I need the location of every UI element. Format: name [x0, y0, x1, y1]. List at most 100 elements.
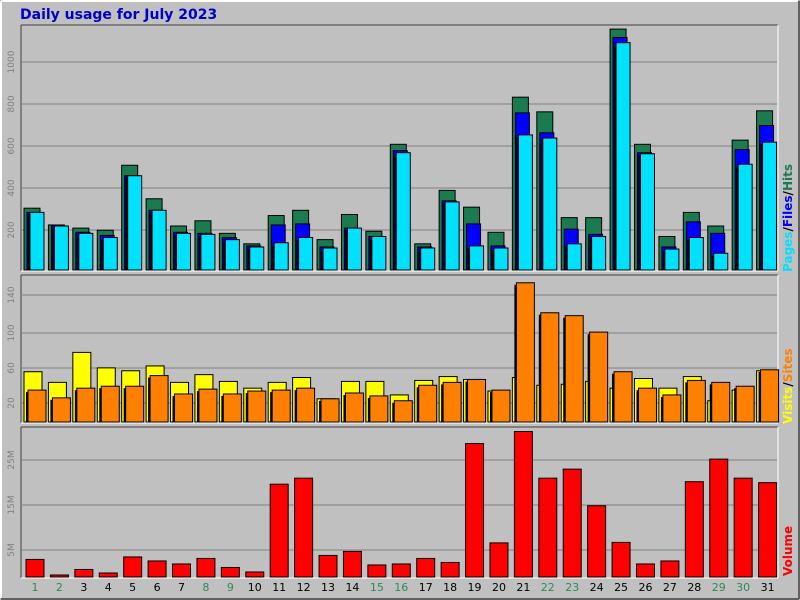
volume-bar [513, 431, 533, 578]
pages-bar-shadow [443, 203, 446, 270]
pages-bar-shadow [662, 251, 665, 270]
pages-bar [591, 235, 607, 271]
sites-bar-shadow [343, 395, 346, 422]
sites-bar [149, 375, 169, 423]
x-tick-label: 14 [345, 581, 359, 594]
sites-bar-shadow [270, 392, 273, 422]
sites-bar-shadow [636, 390, 639, 422]
pages-bar-shadow [467, 247, 470, 270]
sites-bar [467, 378, 487, 423]
sites-bar [540, 312, 560, 423]
pages-bar [713, 252, 729, 271]
volume-bar [489, 542, 509, 578]
hits-panel-tick-label: 400 [7, 179, 17, 196]
sites-bar-shadow [709, 384, 712, 422]
volume-bar [733, 477, 753, 578]
hits-panel-ylabel: Pages/Files/Hits [781, 164, 795, 272]
x-tick-label: 1 [32, 581, 39, 594]
sites-bar [491, 389, 511, 423]
x-tick-label: 22 [541, 581, 555, 594]
pages-bar [566, 243, 582, 271]
x-tick-label: 16 [394, 581, 408, 594]
pages-bar-shadow [345, 230, 348, 270]
volume-bar [391, 563, 411, 578]
sites-bar-shadow [367, 397, 370, 422]
sites-bar [320, 398, 340, 423]
sites-bar [27, 389, 47, 423]
sites-bar-shadow [587, 334, 590, 422]
sites-bar [418, 384, 438, 423]
x-tick-label: 25 [614, 581, 628, 594]
volume-bar [49, 574, 69, 578]
x-tick-label: 23 [565, 581, 579, 594]
volume-bar [635, 563, 655, 578]
hits-panel-ylabel-part: / [781, 227, 795, 232]
pages-bar-shadow [491, 250, 494, 270]
pages-bar [688, 237, 704, 271]
sites-bar [393, 400, 413, 423]
x-tick-label: 17 [419, 581, 433, 594]
sites-bar-shadow [319, 400, 322, 422]
sites-bar [515, 282, 535, 423]
pages-bar-shadow [272, 244, 275, 270]
x-tick-label: 26 [638, 581, 652, 594]
pages-bar-shadow [223, 241, 226, 270]
sites-bar [711, 381, 731, 423]
x-tick-label: 15 [370, 581, 384, 594]
sites-bar-shadow [441, 384, 444, 422]
x-tick-label: 4 [105, 581, 112, 594]
x-tick-label: 10 [248, 581, 262, 594]
volume-panel-plot-area [21, 427, 778, 578]
x-tick-label: 8 [202, 581, 209, 594]
sites-bar-shadow [392, 402, 395, 422]
x-tick-label: 24 [590, 581, 604, 594]
volume-bar [147, 560, 167, 578]
sites-bar-shadow [196, 391, 199, 422]
volume-panel-ylabel: Volume [781, 526, 795, 576]
visits-panel-tick-label: 60 [7, 362, 17, 374]
visits-panel-tick-label: 100 [7, 324, 17, 341]
sites-bar-shadow [294, 390, 297, 422]
pages-bar [224, 239, 240, 271]
pages-bar-shadow [247, 248, 250, 270]
pages-bar-shadow [321, 250, 324, 270]
pages-bar-shadow [540, 140, 543, 270]
pages-bar-shadow [198, 236, 201, 270]
sites-bar [637, 387, 657, 423]
pages-bar-shadow [614, 44, 617, 270]
x-tick-label: 3 [80, 581, 87, 594]
pages-bar [615, 42, 631, 271]
volume-bar [318, 554, 338, 578]
sites-bar-shadow [465, 381, 468, 422]
pages-bar [469, 245, 485, 271]
pages-bar [249, 246, 265, 271]
sites-bar [296, 387, 316, 423]
pages-bar [420, 247, 436, 271]
x-tick-label: 30 [736, 581, 750, 594]
pages-bar [78, 232, 94, 271]
visits-panel-ylabel: Visits/Sites [781, 349, 795, 425]
pages-bar [639, 153, 655, 271]
x-tick-label: 29 [712, 581, 726, 594]
x-tick-label: 11 [272, 581, 286, 594]
pages-bar-shadow [638, 155, 641, 270]
sites-bar-shadow [685, 382, 688, 422]
volume-bar [611, 541, 631, 578]
x-tick-label: 31 [761, 581, 775, 594]
sites-bar [125, 385, 145, 423]
volume-panel-tick-label: 5M [7, 543, 17, 557]
sites-bar-shadow [74, 390, 77, 422]
sites-bar [613, 371, 633, 423]
volume-panel-tick-label: 25M [7, 450, 17, 469]
x-tick-label: 19 [468, 581, 482, 594]
hits-panel-tick-label: 200 [7, 221, 17, 238]
volume-bar [172, 563, 192, 578]
pages-bar [346, 227, 362, 271]
sites-bar-shadow [660, 396, 663, 422]
visits-panel-ylabel-part: / [781, 382, 795, 387]
pages-bar [762, 141, 778, 271]
sites-bar [344, 392, 364, 423]
sites-bar [589, 331, 609, 423]
volume-bar [25, 558, 45, 578]
pages-bar-shadow [125, 177, 128, 270]
